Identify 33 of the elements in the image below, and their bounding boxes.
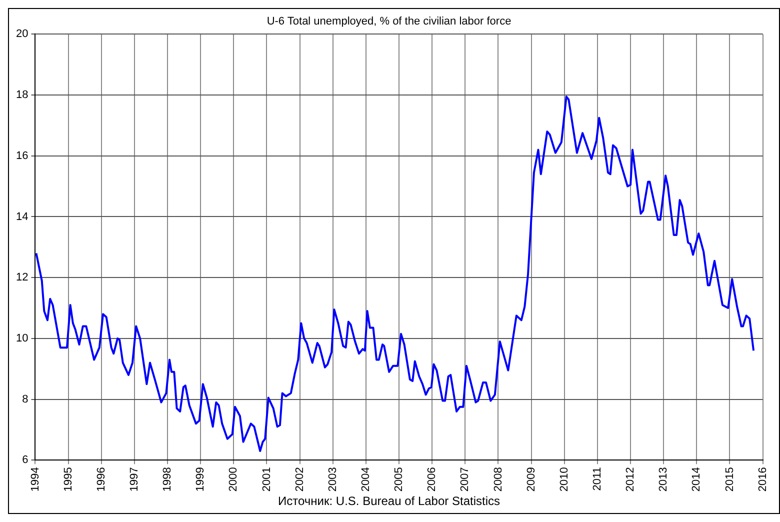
x-tick-label: 1994 <box>29 467 42 492</box>
x-tick-label: 1996 <box>95 467 108 492</box>
x-tick-label: 2013 <box>658 467 670 492</box>
x-tick-label: 2005 <box>393 467 406 492</box>
x-tick-label: 2016 <box>756 467 769 492</box>
y-tick-label: 20 <box>16 28 28 40</box>
x-tick-label: 2000 <box>228 467 240 492</box>
x-tick-label: 1997 <box>128 467 140 492</box>
x-tick-label: 1999 <box>194 467 207 492</box>
y-tick-label: 6 <box>22 454 28 466</box>
x-tick-label: 2015 <box>724 467 736 492</box>
y-tick-label: 18 <box>16 89 28 102</box>
x-tick-label: 2006 <box>426 467 438 492</box>
x-tick-label: 2011 <box>591 467 604 491</box>
x-tick-label: 2012 <box>624 467 637 492</box>
x-tick-label: 2007 <box>459 467 472 492</box>
y-tick-label: 12 <box>16 272 28 284</box>
x-tick-label: 1995 <box>62 467 74 492</box>
x-tick-label: 2002 <box>294 467 306 492</box>
chart-title: U-6 Total unemployed, % of the civilian labor force <box>266 16 512 28</box>
x-tick-label: 2010 <box>558 467 570 492</box>
y-tick-label: 8 <box>22 393 28 406</box>
y-tick-label: 16 <box>16 150 28 162</box>
y-tick-label: 14 <box>16 210 28 223</box>
x-tick-label: 2014 <box>690 467 703 492</box>
y-tick-label: 10 <box>16 332 28 344</box>
x-tick-label: 2008 <box>492 467 504 492</box>
x-tick-label: 2009 <box>525 467 538 492</box>
text: Источник: U.S. Bureau of Labor Statistics <box>278 494 500 508</box>
x-tick-label: 2001 <box>260 467 273 492</box>
x-tick-label: 1998 <box>162 467 174 492</box>
x-tick-label: 2004 <box>360 467 372 492</box>
x-tick-label: 2003 <box>326 467 339 492</box>
